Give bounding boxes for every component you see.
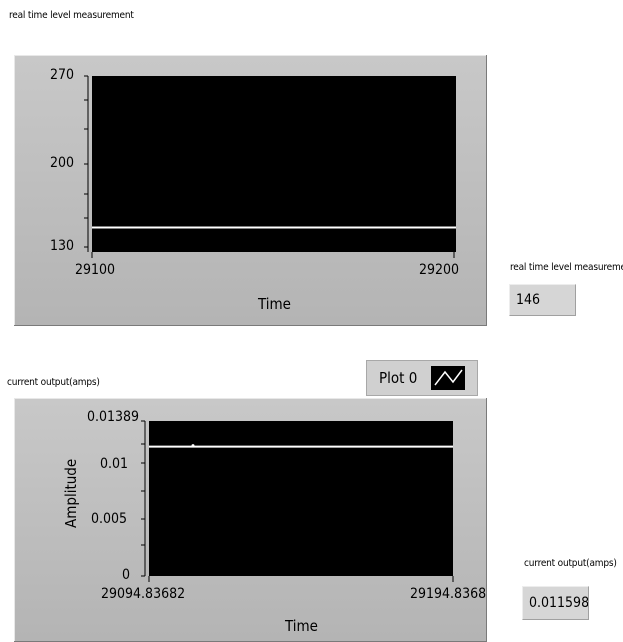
chart2-ytick-0.01389: 0.01389 <box>87 409 139 425</box>
chart2-xtick-start: 29094.83682 <box>101 586 185 602</box>
chart1-svg <box>92 76 456 252</box>
chart2-ytick-0.005: 0.005 <box>91 511 127 527</box>
chart2-ytick-0.01: 0.01 <box>100 456 128 472</box>
chart2-svg <box>149 421 453 576</box>
chart2-ytick-0: 0 <box>122 567 130 583</box>
chart2-yaxis-title: Amplitude <box>62 459 80 528</box>
chart1-ytick-200: 200 <box>50 155 74 171</box>
chart1-xtick-29200: 29200 <box>419 262 459 278</box>
chart2-series-marker <box>192 444 195 447</box>
plot-line-style-icon <box>431 366 465 390</box>
chart2-indicator: 0.011598 <box>522 586 589 620</box>
chart1-indicator-label: real time level measureme <box>510 262 623 273</box>
chart2-xtick-end: 29194.8368 <box>410 586 486 602</box>
chart1-title: real time level measurement <box>9 10 134 21</box>
chart1-xtick-29100: 29100 <box>75 262 115 278</box>
chart2-plot-area <box>149 421 453 576</box>
chart2-xaxis-title: Time <box>285 617 318 635</box>
chart2-indicator-label: current output(amps) <box>524 558 617 569</box>
chart1-indicator: 146 <box>509 284 576 316</box>
chart1-ytick-270: 270 <box>50 67 74 83</box>
chart1-plot-area <box>92 76 456 252</box>
chart1-xaxis-title: Time <box>258 295 291 313</box>
chart2-legend[interactable]: Plot 0 <box>366 360 478 396</box>
chart1-ytick-130: 130 <box>50 238 74 254</box>
chart2-legend-label: Plot 0 <box>379 369 417 387</box>
chart2-title: current output(amps) <box>7 377 100 388</box>
